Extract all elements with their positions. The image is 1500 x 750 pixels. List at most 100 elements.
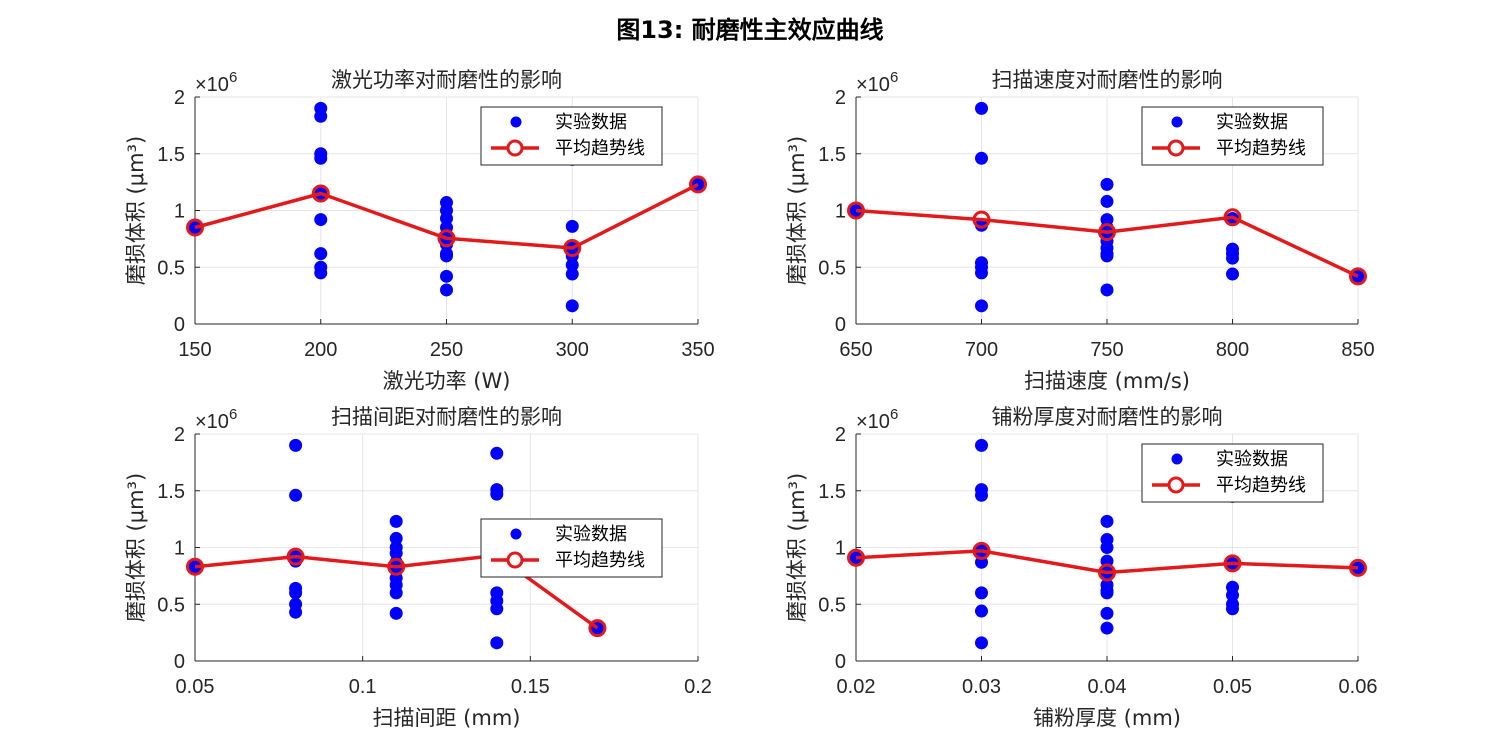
data-point — [490, 487, 504, 501]
data-point — [1100, 514, 1114, 528]
data-point — [1100, 177, 1114, 191]
x-tick-label: 150 — [178, 339, 211, 361]
data-point — [975, 438, 988, 452]
y-tick-label: 0.5 — [157, 594, 185, 616]
data-point — [289, 488, 303, 502]
trend-line — [855, 208, 1359, 278]
data-point — [314, 247, 328, 261]
data-point — [314, 213, 328, 227]
legend-point-marker — [510, 116, 522, 128]
data-point — [1100, 541, 1114, 554]
y-exponent-label: ×106 — [195, 69, 237, 96]
trend-marker — [847, 201, 865, 220]
x-tick-label: 650 — [839, 339, 872, 361]
x-tick-label: 0.04 — [1088, 676, 1127, 698]
data-point — [289, 438, 303, 452]
trend-marker — [563, 238, 582, 257]
data-point — [975, 299, 988, 313]
y-tick-label: 0 — [835, 651, 846, 673]
data-point — [1100, 283, 1114, 297]
y-tick-label: 0 — [174, 314, 185, 336]
data-point — [188, 221, 202, 235]
trend-line — [194, 553, 599, 630]
trend-marker — [286, 547, 305, 566]
data-point — [565, 267, 579, 281]
data-point — [975, 218, 988, 232]
legend-label-trend: 平均趋势线 — [555, 138, 645, 159]
y-tick-label: 1 — [174, 201, 185, 223]
y-tick-label: 1.5 — [818, 144, 846, 166]
x-tick-label: 0.02 — [837, 676, 876, 698]
subplot-4: 0.02 0.03 0.04 0.05 0.06 0 0.5 1 1.5 2 ×106 铺粉厚度对耐磨… — [785, 405, 1377, 730]
legend-label-data: 实验数据 — [1216, 449, 1288, 470]
x-tick-label: 750 — [1090, 339, 1123, 361]
data-point — [490, 602, 504, 616]
y-axis-label: 磨损体积 (μm³) — [785, 473, 809, 622]
legend-point-marker — [510, 528, 522, 540]
subplot-2: 650 700 750 800 850 0 0.5 1 1.5 2 ×106 扫描速度对耐磨性的影响扫… — [785, 68, 1375, 393]
y-tick-label: 2 — [835, 87, 846, 109]
x-tick-label: 700 — [965, 339, 998, 361]
subplot-1: 150 200 250 300 350 0 0.5 1 1.5 2 ×106 激光功率对耐磨性的影响激… — [124, 68, 715, 393]
trend-marker — [847, 548, 865, 567]
x-tick-label: 0.15 — [511, 676, 550, 698]
legend-label-trend: 平均趋势线 — [1216, 138, 1306, 159]
data-point — [389, 514, 403, 528]
trend-marker — [689, 175, 707, 194]
legend-label-data: 实验数据 — [555, 524, 627, 545]
data-point — [289, 586, 303, 600]
data-point — [314, 109, 328, 123]
data-point — [314, 266, 328, 280]
subplot-title: 激光功率对耐磨性的影响 — [331, 68, 562, 92]
trend-marker — [1223, 208, 1242, 227]
legend-circle-marker — [1167, 476, 1185, 494]
data-point — [314, 151, 328, 165]
y-tick-label: 0 — [835, 314, 846, 336]
legend-label-data: 实验数据 — [555, 112, 627, 133]
x-tick-label: 850 — [1341, 339, 1374, 361]
y-tick-label: 1.5 — [157, 481, 185, 503]
x-tick-label: 0.2 — [684, 676, 712, 698]
data-point — [565, 219, 579, 233]
y-axis-label: 磨损体积 (μm³) — [124, 136, 148, 285]
data-point — [490, 636, 504, 650]
x-tick-label: 0.05 — [176, 676, 215, 698]
subplot-3: 0.05 0.1 0.15 0.2 0 0.5 1 1.5 2 ×106 扫描间距对耐磨性的影响扫描… — [124, 405, 712, 730]
subplot-title: 扫描速度对耐磨性的影响 — [992, 68, 1223, 92]
x-axis-label: 扫描间距 (mm) — [373, 706, 521, 730]
data-point — [975, 604, 988, 618]
legend-label-data: 实验数据 — [1216, 112, 1288, 133]
y-tick-label: 1.5 — [818, 481, 846, 503]
data-point — [440, 283, 453, 297]
y-tick-label: 0.5 — [818, 594, 846, 616]
x-tick-label: 250 — [430, 339, 463, 361]
y-tick-label: 2 — [174, 424, 185, 446]
x-tick-label: 300 — [556, 339, 589, 361]
legend-circle-marker — [506, 551, 524, 569]
y-tick-label: 1.5 — [157, 144, 185, 166]
data-point — [565, 258, 579, 272]
trend-marker — [387, 557, 406, 576]
data-point — [975, 101, 988, 115]
trend-marker — [1223, 554, 1242, 573]
trend-line — [194, 182, 699, 250]
data-point — [975, 151, 988, 165]
trend-marker — [186, 557, 204, 576]
x-axis-label: 激光功率 (W) — [383, 369, 511, 393]
data-point — [440, 211, 453, 225]
trend-marker — [1349, 267, 1367, 286]
data-point — [440, 269, 453, 283]
figure-title: 图13: 耐磨性主效应曲线 — [616, 16, 883, 44]
y-axis-label: 磨损体积 (μm³) — [124, 473, 148, 622]
legend-label-trend: 平均趋势线 — [555, 550, 645, 571]
trend-marker — [1098, 223, 1116, 242]
y-axis-label: 磨损体积 (μm³) — [785, 136, 809, 285]
data-point — [389, 531, 403, 545]
legend-box — [480, 518, 663, 578]
data-point — [975, 266, 988, 280]
trend-marker — [972, 541, 991, 560]
y-tick-label: 2 — [174, 87, 185, 109]
